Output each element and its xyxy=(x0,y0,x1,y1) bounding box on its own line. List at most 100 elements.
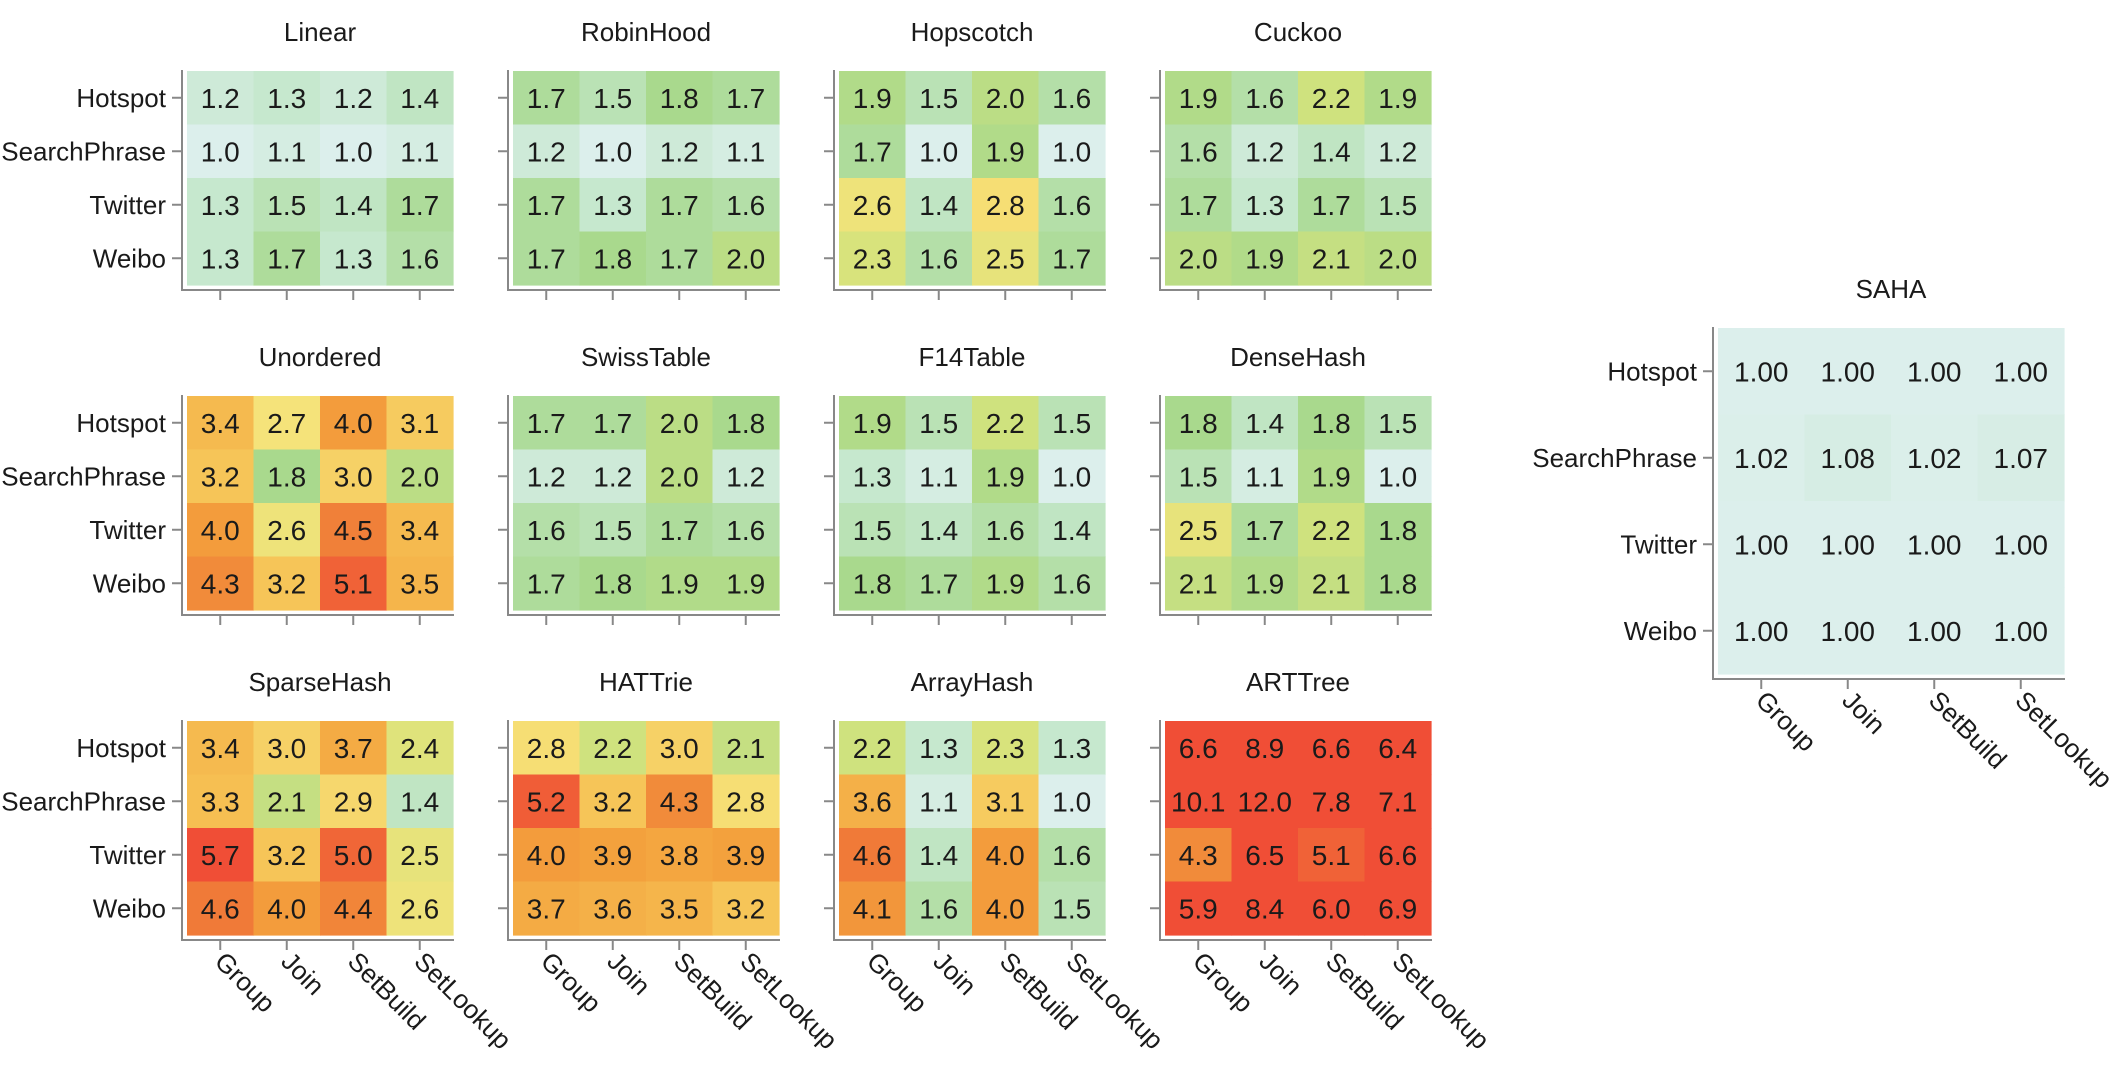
heatmap-cell xyxy=(1038,881,1106,936)
heatmap-cell xyxy=(320,774,388,829)
cell-value-label: 3.2 xyxy=(201,461,240,492)
cell-value-label: 2.8 xyxy=(986,190,1025,221)
heatmap-cell xyxy=(1364,396,1432,451)
cell-value-label: 4.0 xyxy=(201,515,240,546)
heatmap-cell xyxy=(187,124,255,179)
heatmap-cell xyxy=(253,721,321,776)
heatmap-cell xyxy=(513,449,581,504)
cell-value-label: 1.7 xyxy=(400,190,439,221)
heatmap-cell xyxy=(579,556,647,611)
heatmap-cell xyxy=(320,503,388,558)
heatmap-cell xyxy=(1364,721,1432,776)
cell-value-label: 1.0 xyxy=(1378,461,1417,492)
cell-value-label: 1.6 xyxy=(919,893,958,924)
cell-value-label: 1.9 xyxy=(1179,83,1218,114)
cell-value-label: 3.6 xyxy=(593,893,632,924)
cell-value-label: 1.6 xyxy=(527,515,566,546)
cell-value-label: 1.6 xyxy=(1052,83,1091,114)
cell-value-label: 2.3 xyxy=(853,243,892,274)
x-tick-label: SetLookup xyxy=(1387,946,1496,1055)
cell-value-label: 1.1 xyxy=(1245,461,1284,492)
heatmap-cell xyxy=(320,231,388,286)
cell-value-label: 1.9 xyxy=(986,136,1025,167)
cell-value-label: 1.7 xyxy=(1312,190,1351,221)
panel-title: Hopscotch xyxy=(911,17,1034,47)
heatmap-cell xyxy=(187,71,255,126)
heatmap-cell xyxy=(646,124,714,179)
cell-value-label: 3.9 xyxy=(726,840,765,871)
cell-value-label: 1.6 xyxy=(1179,136,1218,167)
cell-value-label: 4.0 xyxy=(986,893,1025,924)
cell-value-label: 1.7 xyxy=(1179,190,1218,221)
heatmap-cell xyxy=(513,881,581,936)
cell-value-label: 2.5 xyxy=(1179,515,1218,546)
heatmap-cell xyxy=(320,721,388,776)
cell-value-label: 2.3 xyxy=(986,733,1025,764)
heatmap-panel: HATTrie 2.8 2.2 3.0 2.1 5.2 3.2 4.3 2.8 4.0 3.9 3.8… xyxy=(498,667,844,1055)
heatmap-cell xyxy=(1891,587,1979,675)
cell-value-label: 3.2 xyxy=(593,786,632,817)
heatmap-cell xyxy=(386,396,454,451)
heatmap-cell xyxy=(1364,124,1432,179)
heatmap-cell xyxy=(1977,501,2065,589)
cell-value-label: 4.3 xyxy=(201,568,240,599)
heatmap-cell xyxy=(187,396,255,451)
heatmap-cell xyxy=(1298,881,1366,936)
cell-value-label: 1.2 xyxy=(527,461,566,492)
panel-title: RobinHood xyxy=(581,17,711,47)
cell-value-label: 1.3 xyxy=(919,733,958,764)
cell-value-label: 2.2 xyxy=(593,733,632,764)
cell-value-label: 3.2 xyxy=(267,568,306,599)
heatmap-cell xyxy=(972,178,1040,233)
cell-value-label: 3.5 xyxy=(660,893,699,924)
cell-value-label: 4.3 xyxy=(660,786,699,817)
heatmap-cell xyxy=(386,503,454,558)
heatmap-cell xyxy=(1804,587,1892,675)
cell-value-label: 1.2 xyxy=(660,136,699,167)
cell-value-label: 2.1 xyxy=(1179,568,1218,599)
heatmap-cell xyxy=(1165,881,1233,936)
heatmap-cell xyxy=(712,556,780,611)
cell-value-label: 1.6 xyxy=(1052,190,1091,221)
cell-value-label: 7.1 xyxy=(1378,786,1417,817)
heatmap-cell xyxy=(646,503,714,558)
cell-value-label: 3.9 xyxy=(593,840,632,871)
heatmap-cell xyxy=(1364,178,1432,233)
heatmap-cell xyxy=(972,774,1040,829)
cell-value-label: 1.0 xyxy=(1052,136,1091,167)
cell-value-label: 1.7 xyxy=(527,190,566,221)
cell-value-label: 2.0 xyxy=(660,461,699,492)
heatmap-cell xyxy=(646,774,714,829)
cell-value-label: 1.2 xyxy=(527,136,566,167)
heatmap-cell xyxy=(320,178,388,233)
heatmap-cell xyxy=(1165,178,1233,233)
cell-value-label: 3.6 xyxy=(853,786,892,817)
heatmap-cell xyxy=(712,774,780,829)
x-tick-label: Join xyxy=(1837,685,1892,740)
heatmap-cell xyxy=(646,71,714,126)
cell-value-label: 1.00 xyxy=(1821,529,1876,560)
heatmap-cell xyxy=(187,449,255,504)
heatmap-cell xyxy=(1165,396,1233,451)
heatmap-cell xyxy=(712,828,780,883)
panel-title: F14Table xyxy=(919,342,1026,372)
heatmap-cell xyxy=(187,721,255,776)
x-tick-label: Join xyxy=(928,946,983,1001)
heatmap-cell xyxy=(1231,881,1299,936)
cell-value-label: 4.0 xyxy=(986,840,1025,871)
cell-value-label: 1.3 xyxy=(853,461,892,492)
cell-value-label: 1.8 xyxy=(1179,408,1218,439)
cell-value-label: 1.2 xyxy=(726,461,765,492)
heatmap-cell xyxy=(1231,124,1299,179)
cell-value-label: 1.02 xyxy=(1734,443,1789,474)
cell-value-label: 1.8 xyxy=(1378,568,1417,599)
cell-value-label: 1.8 xyxy=(593,568,632,599)
cell-value-label: 1.6 xyxy=(1052,840,1091,871)
cell-value-label: 1.5 xyxy=(919,408,958,439)
cell-value-label: 1.5 xyxy=(1378,408,1417,439)
cell-value-label: 6.5 xyxy=(1245,840,1284,871)
heatmap-cell xyxy=(646,449,714,504)
heatmap-cell xyxy=(1038,774,1106,829)
cell-value-label: 1.8 xyxy=(660,83,699,114)
cell-value-label: 1.6 xyxy=(726,515,765,546)
